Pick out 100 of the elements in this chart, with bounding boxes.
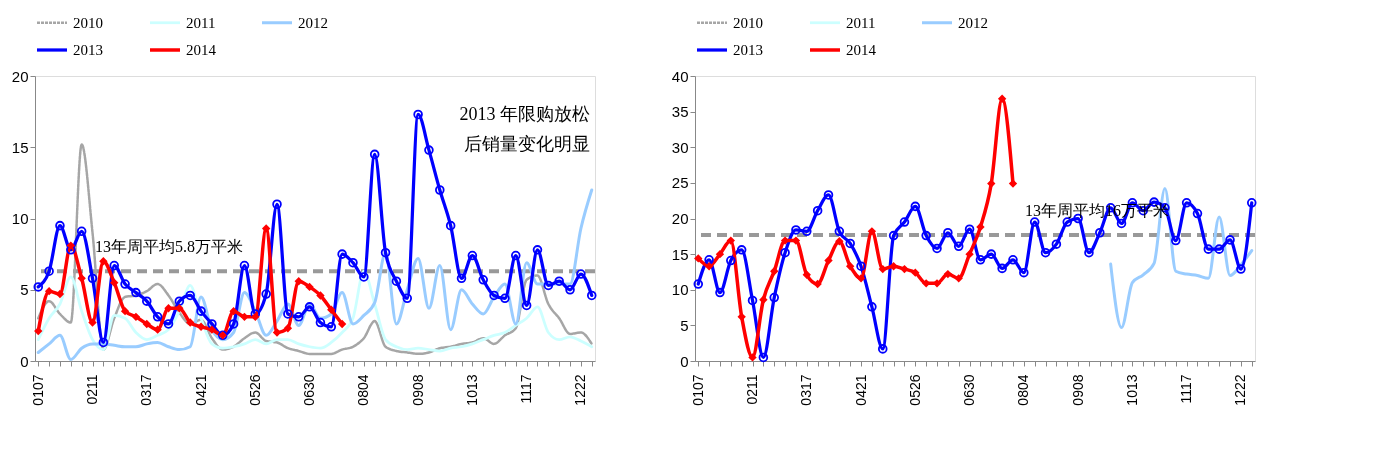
x-tick-label: 0107: [29, 374, 46, 406]
point: [694, 254, 703, 263]
point: [316, 291, 325, 300]
point: [715, 249, 725, 259]
point: [986, 249, 997, 259]
point: [1225, 235, 1235, 245]
point: [228, 319, 239, 329]
point: [174, 296, 185, 306]
point: [769, 292, 779, 303]
point: [369, 149, 380, 160]
legend-label: 2012: [958, 14, 988, 31]
y-tick-label: 30: [671, 138, 689, 156]
x-tick-label: 0908: [1069, 374, 1086, 406]
annotation: 后销量变化明显: [464, 134, 590, 154]
point: [1040, 247, 1051, 258]
point: [142, 319, 151, 329]
y-tick-label: 5: [680, 316, 689, 334]
point: [758, 352, 769, 363]
point: [413, 109, 423, 120]
point: [586, 290, 597, 301]
point: [1171, 235, 1181, 246]
x-tick-label: 0317: [798, 374, 815, 406]
point: [576, 269, 586, 279]
x-tick-label: 0107: [689, 374, 706, 406]
point: [283, 324, 293, 333]
point: [693, 279, 704, 289]
point: [131, 287, 141, 298]
point: [348, 257, 358, 268]
line-series: [36, 269, 594, 353]
legend-label: 2011: [186, 14, 216, 31]
point: [511, 250, 521, 261]
point: [88, 318, 97, 327]
y-tick-label: 20: [11, 67, 29, 85]
point: [953, 241, 964, 252]
legend-label: 2014: [186, 42, 217, 58]
point: [87, 273, 98, 284]
x-tick-label: 0526: [246, 374, 263, 406]
point: [846, 262, 855, 271]
point: [380, 247, 391, 258]
point: [66, 241, 75, 250]
point: [1236, 264, 1246, 274]
x-tick-label: 0804: [355, 374, 372, 406]
point: [976, 222, 985, 232]
x-tick-label: 1013: [463, 374, 480, 406]
x-tick-label: 0421: [852, 374, 869, 406]
point: [337, 319, 347, 329]
point: [1214, 244, 1224, 254]
point: [802, 226, 812, 237]
point: [1095, 227, 1105, 238]
point: [704, 262, 714, 271]
point: [878, 264, 887, 274]
x-tick-label: 1222: [1232, 374, 1249, 406]
point: [304, 302, 315, 312]
point: [315, 317, 326, 328]
point: [791, 225, 801, 235]
y-tick-label: 15: [11, 138, 29, 156]
point: [424, 145, 434, 155]
point: [294, 277, 303, 286]
x-tick-label: 1117: [518, 374, 535, 404]
point: [44, 286, 54, 296]
point: [500, 293, 510, 304]
point: [737, 312, 746, 322]
point: [824, 256, 833, 265]
point: [55, 289, 65, 299]
point: [726, 255, 736, 266]
point: [1116, 218, 1127, 229]
point: [77, 274, 86, 283]
point: [337, 249, 347, 259]
point: [748, 353, 757, 362]
point: [1246, 198, 1257, 208]
point: [283, 309, 293, 319]
point: [987, 179, 996, 188]
point: [997, 263, 1007, 274]
legend-label: 2011: [846, 14, 876, 31]
point: [532, 245, 543, 255]
point: [975, 255, 986, 265]
point: [715, 287, 725, 298]
point: [478, 275, 488, 285]
legend-label: 2013: [73, 42, 103, 58]
point: [326, 322, 337, 332]
point: [467, 250, 478, 261]
point: [196, 322, 206, 331]
point: [272, 199, 282, 210]
point: [327, 305, 336, 314]
point: [240, 312, 249, 322]
point: [1051, 239, 1062, 249]
x-tick-label: 0908: [409, 374, 426, 406]
point: [185, 290, 195, 301]
point: [770, 267, 779, 276]
point: [196, 306, 206, 316]
point: [186, 318, 195, 327]
point: [834, 226, 845, 237]
point: [813, 279, 822, 289]
point: [823, 190, 834, 200]
point: [164, 304, 173, 313]
point: [943, 269, 953, 279]
point: [44, 266, 54, 276]
point: [1181, 198, 1192, 208]
point: [207, 325, 217, 334]
point: [120, 306, 130, 316]
